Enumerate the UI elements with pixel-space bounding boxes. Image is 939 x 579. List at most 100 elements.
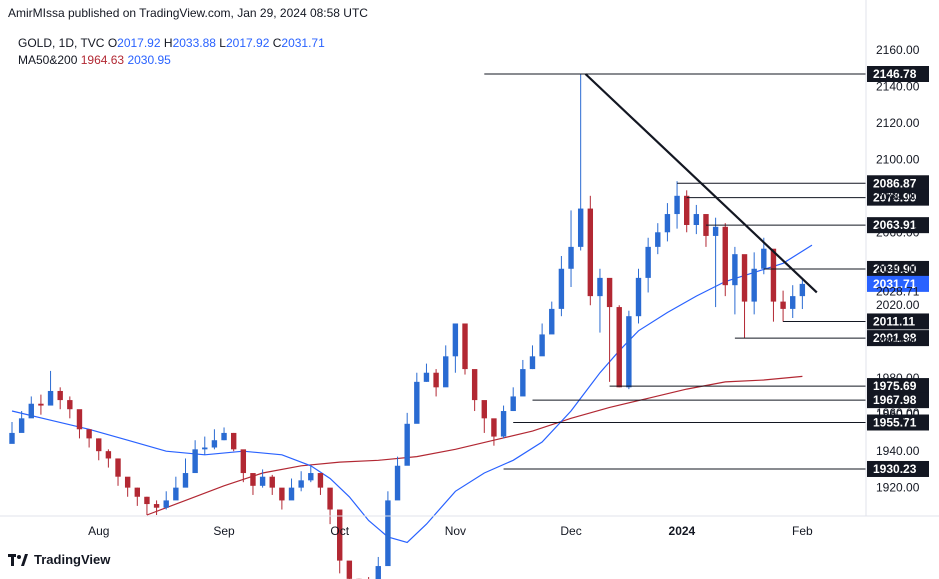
candle-body <box>443 356 449 388</box>
price-level[interactable]: 1930.23 <box>503 460 929 477</box>
candle-body <box>337 509 343 561</box>
price-level[interactable]: 2146.78 <box>484 66 929 83</box>
candle <box>240 449 247 483</box>
candle-body <box>173 487 179 501</box>
candle-body <box>558 268 565 309</box>
candle <box>712 217 719 308</box>
price-level[interactable]: 2011.11 <box>783 313 929 330</box>
candle-body <box>115 458 121 477</box>
candle <box>549 301 555 335</box>
price-level[interactable]: 2063.91 <box>705 217 929 234</box>
candle-body <box>741 254 748 302</box>
candles <box>9 74 806 579</box>
descending-trendline[interactable] <box>584 73 818 294</box>
candle <box>317 473 324 495</box>
price-level-box <box>867 217 929 234</box>
candle-body <box>47 390 54 406</box>
candle <box>433 369 439 397</box>
candle-body <box>279 487 285 501</box>
candle-body <box>790 296 796 309</box>
time-tick-label: 2024 <box>669 524 696 538</box>
price-level-label: 2086.87 <box>873 176 917 190</box>
candle-body <box>770 248 777 302</box>
price-tick-label: 2080.00 <box>876 189 920 203</box>
candle <box>211 429 218 450</box>
candle-body <box>539 334 545 357</box>
candle-body <box>124 476 131 488</box>
candle-body <box>153 504 160 508</box>
candle <box>308 465 314 483</box>
candle-body <box>799 283 806 297</box>
price-level[interactable]: 2039.90 <box>763 260 929 277</box>
candle-body <box>57 390 63 401</box>
candle-body <box>587 208 594 297</box>
price-level-box <box>867 414 929 431</box>
candle <box>18 411 25 433</box>
candle-body <box>327 487 333 510</box>
candle <box>491 418 497 446</box>
candle <box>626 310 632 390</box>
price-level[interactable]: 1975.69 <box>609 378 929 395</box>
price-level-box <box>867 392 929 409</box>
candle <box>115 458 121 486</box>
candle <box>452 323 459 373</box>
candle-body <box>780 301 786 309</box>
candle <box>616 305 622 388</box>
tradingview-brand[interactable]: TradingView <box>8 552 110 567</box>
candle <box>568 210 574 288</box>
candle <box>597 268 603 333</box>
candle-body <box>606 277 613 308</box>
candle-body <box>9 432 15 444</box>
time-tick-label: Aug <box>88 524 109 538</box>
price-tick-label: 2060.00 <box>876 225 920 239</box>
candle <box>38 394 44 415</box>
moving-averages <box>11 244 813 544</box>
candle <box>105 449 112 468</box>
candle-body <box>500 411 507 437</box>
candle-body <box>577 208 584 247</box>
candle-body <box>414 381 420 424</box>
candle-body <box>96 438 102 452</box>
price-level[interactable]: 2001.98 <box>734 330 929 347</box>
candle-body <box>549 308 555 335</box>
candle <box>259 469 266 488</box>
candle-body <box>134 487 140 497</box>
candle-body <box>684 195 690 225</box>
candle <box>799 279 806 310</box>
candle-body <box>712 226 719 236</box>
price-level-box <box>867 378 929 395</box>
candle <box>279 487 285 510</box>
brand-text: TradingView <box>34 552 111 567</box>
price-level[interactable]: 1955.71 <box>513 414 929 431</box>
candle <box>153 500 160 515</box>
candle-body <box>250 473 256 486</box>
candle <box>558 255 565 317</box>
symbol-name[interactable]: GOLD, 1D, TVC <box>18 36 105 50</box>
candle <box>337 509 343 574</box>
candle-body <box>38 403 44 406</box>
candle <box>250 473 256 495</box>
candle <box>394 456 401 501</box>
candle <box>96 438 102 461</box>
candle-body <box>664 214 671 233</box>
candle-body <box>635 277 642 317</box>
price-tick-label: 2028.71 <box>876 285 920 299</box>
price-level[interactable]: 2086.87 <box>677 175 929 192</box>
price-level-box <box>867 175 929 192</box>
price-level[interactable]: 1967.98 <box>532 392 929 409</box>
price-level-label: 2146.78 <box>873 67 917 81</box>
candle-body <box>346 560 353 579</box>
candle <box>375 556 381 579</box>
ma-indicator-name[interactable]: MA50&200 <box>18 53 78 67</box>
close-value: 2031.71 <box>281 36 325 50</box>
candle <box>462 323 468 375</box>
candle <box>385 491 391 567</box>
price-level-box <box>867 330 929 347</box>
candle-body <box>751 268 757 302</box>
open-value: 2017.92 <box>117 36 161 50</box>
time-tick-label: Nov <box>445 524 466 538</box>
candle <box>481 400 487 433</box>
candle-body <box>471 369 478 401</box>
price-tick-label: 1920.00 <box>876 481 920 495</box>
